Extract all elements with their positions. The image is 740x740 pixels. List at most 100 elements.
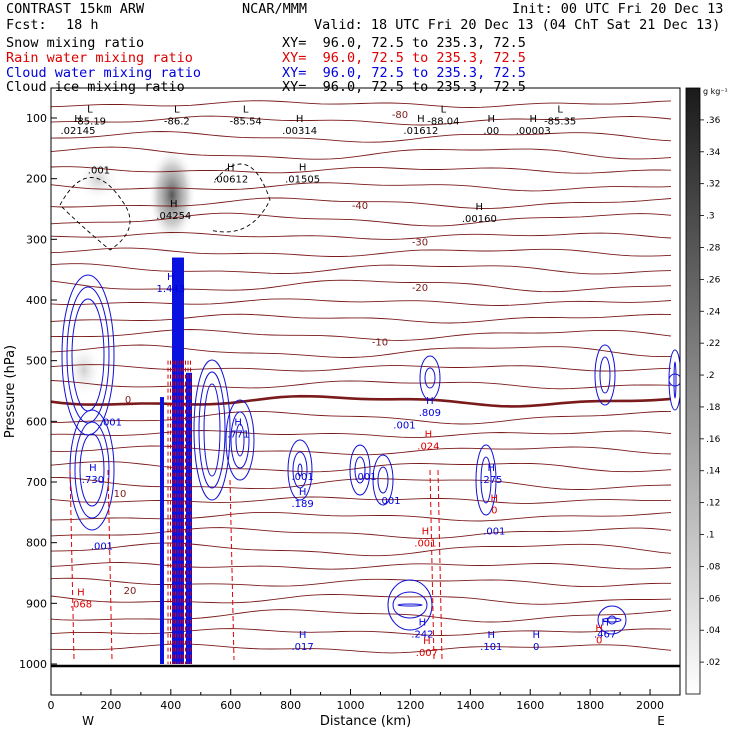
snow_annotations-value: .04254 [156,211,191,222]
snow_annotations-marker: H [476,202,484,213]
colorbar-tick-label: .12 [706,499,720,509]
cloud_annotations-marker: H [167,272,175,283]
temperature-label: -20 [412,283,428,294]
y-tick-label: 300 [26,233,47,246]
cloud-water-contour [235,423,245,457]
cloud-water-contour [354,456,366,484]
temperature-contour [51,577,671,588]
cloud_annotations-value: 1.443 [156,284,185,295]
temperature-contour [51,344,671,358]
snow_annotations-marker: H [296,114,304,125]
rain_annotations-marker: H [425,430,433,441]
temperature-label: -10 [372,337,388,348]
snow_annotations-value: .01505 [285,175,320,186]
west-label: W [82,714,94,728]
y-tick-label: 200 [26,173,47,186]
temperature-contour [51,476,672,490]
cloud_annotations-marker: H [419,618,427,629]
temperature-label: 20 [124,586,137,597]
temperature-contour [51,562,672,570]
colorbar-tick-label: .3 [706,212,715,222]
snow_annotations-marker: H [488,114,496,125]
snow_annotations-marker: L [174,104,180,115]
snow_annotations-value: .00 [483,126,499,137]
cloud-water-contour [377,466,389,494]
snow_annotations-marker: H [417,114,425,125]
cloud-water-contour [392,591,428,619]
cloud_annotations-value: .189 [291,499,313,510]
y-tick-label: 800 [26,537,47,550]
cloud-water-contour [287,439,313,501]
x-tick-label: 1000 [337,699,365,712]
cloud-water-contour [372,454,394,506]
colorbar-tick-label: .34 [706,148,721,158]
cloud_annotations-marker: H [488,630,496,641]
temperature-contour [51,212,672,227]
snow-max-shading [148,147,196,243]
cloud-water-contour [607,615,617,625]
colorbar-tick-label: .32 [706,180,720,190]
temperature-contour [51,182,672,192]
temperature-contour [51,445,672,456]
cloud-water-contour [225,399,255,481]
colorbar-tick-label: .1 [706,531,715,541]
rain_annotations-marker: H [595,624,603,635]
field-xy-cloud-ice: XY= 96.0, 72.5 to 235.3, 72.5 [282,79,526,95]
temperature-contour [51,461,672,473]
y-tick-label: 500 [26,355,47,368]
y-axis-label: Pressure (hPa) [3,345,18,438]
cloud_annotations-marker: H [234,417,242,428]
temperature-contour [51,298,672,306]
temperature-contour [51,166,672,174]
rain_annotations-marker: H [77,587,85,598]
temperature-contour [51,279,672,293]
cloud_annotations-marker: H [488,463,496,474]
x-tick-label: 0 [48,699,55,712]
temperature-label: 10 [114,489,127,500]
temperature-contour [51,410,672,425]
temperature-contour [51,100,672,108]
snow_annotations-marker: H [299,163,307,174]
cloud_annotations-value: .001 [100,417,122,428]
colorbar-tick-label: .24 [706,307,721,317]
colorbar-tick-label: .04 [706,626,721,636]
cloud-water-contour [193,359,231,501]
cloud-water-contour [475,444,497,516]
field-label-cloud-ice: Cloud ice mixing ratio [6,79,185,95]
x-tick-label: 1800 [576,699,604,712]
rain_annotations-value: 0 [491,505,497,516]
cloud_annotations-marker: H [299,487,307,498]
snow_annotations-marker: L [243,104,249,115]
y-tick-label: 400 [26,294,47,307]
temperature-label: 0 [125,395,131,406]
x-tick-label: 1200 [396,699,424,712]
cloud-water-contour [602,617,622,623]
temperature-contour [51,364,672,372]
cloud-water-contour [74,421,110,519]
temperature-contour [51,594,672,605]
colorbar-tick-label: .06 [706,594,721,604]
colorbar-unit: g kg⁻¹ [703,87,728,96]
valid-time: Valid: 18 UTC Fri 20 Dec 13 (04 ChT Sat … [314,17,721,33]
cloud-water-contour [387,579,433,631]
rain_annotations-marker: H [422,527,430,538]
cloud_annotations-value: .001 [291,472,313,483]
cloud_annotations-marker: H [601,618,609,629]
temperature-contour [51,527,672,539]
rain_annotations-value: .007 [416,648,438,659]
cloud_annotations-value: .467 [594,630,616,641]
snow_annotations-marker: H [227,163,235,174]
colorbar-tick-label: .28 [706,243,721,253]
temperature-contour [51,247,672,257]
snow_annotations-value: -86.2 [164,116,190,127]
field-xy-snow: XY= 96.0, 72.5 to 235.3, 72.5 [282,35,526,51]
field-label-cloud-water: Cloud water mixing ratio [6,65,202,81]
colorbar-tick-label: .16 [706,435,721,445]
cloud-ice-contour [59,177,131,251]
cloud_annotations-marker: H [426,396,434,407]
cloud_annotations-value: .809 [419,408,441,419]
cloud-water-contour [61,274,115,436]
temperature-contour [51,329,672,341]
